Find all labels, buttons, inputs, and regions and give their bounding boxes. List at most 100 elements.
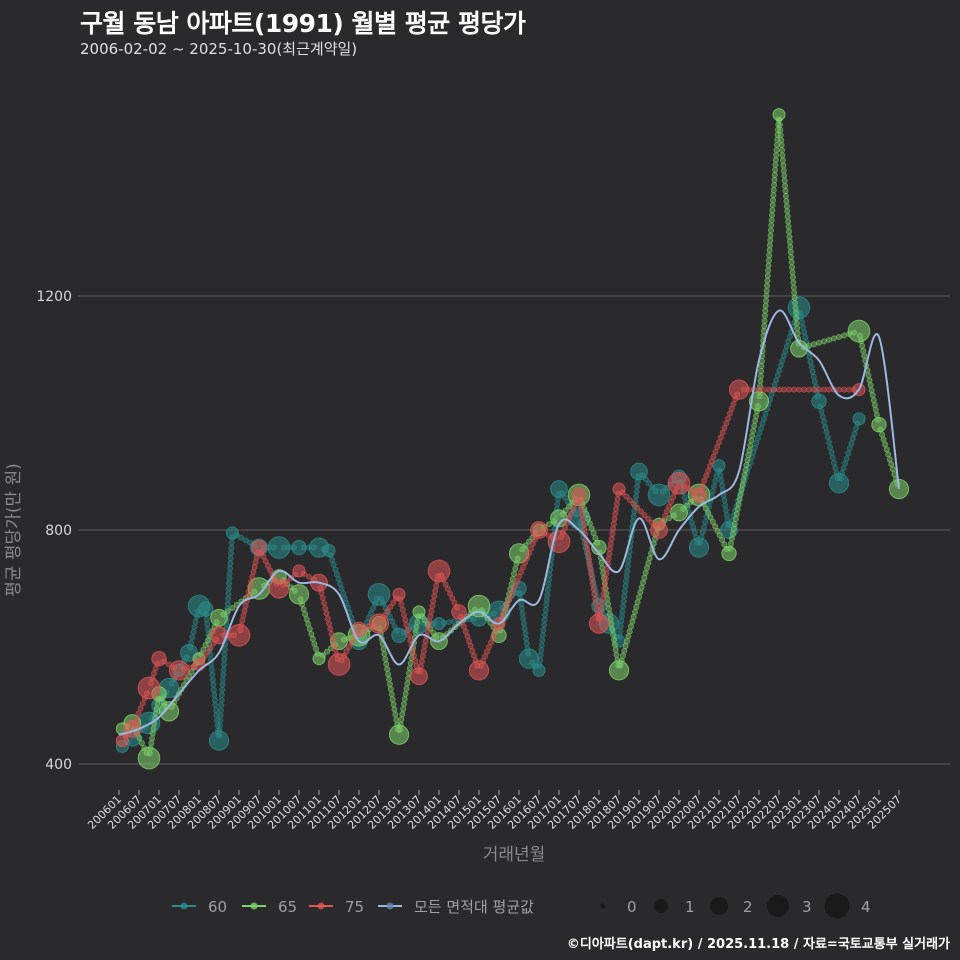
data-point[interactable] [292, 564, 306, 578]
data-point[interactable] [550, 509, 568, 528]
data-point[interactable] [612, 482, 626, 496]
data-point[interactable] [712, 459, 726, 473]
data-point[interactable] [391, 627, 407, 643]
data-point[interactable] [667, 471, 691, 495]
data-point[interactable] [410, 667, 428, 686]
connector-dot [750, 427, 757, 434]
data-point[interactable] [225, 526, 239, 540]
data-point[interactable] [197, 601, 214, 617]
connector-dot [790, 284, 797, 291]
data-point[interactable] [852, 412, 866, 426]
data-point[interactable] [158, 701, 180, 722]
data-point[interactable] [790, 339, 808, 358]
connector-dot [632, 608, 639, 615]
connector-dot [405, 675, 412, 682]
data-point[interactable] [288, 584, 310, 605]
connector-dot [702, 518, 709, 525]
connector-dot [846, 445, 853, 452]
connector-dot [624, 568, 631, 575]
legend-item-3[interactable]: 모든 면적대 평균값 [378, 898, 534, 916]
data-point[interactable] [192, 658, 206, 672]
data-point[interactable] [547, 530, 571, 554]
connector-dot [406, 665, 413, 672]
legend-item-2[interactable]: 75 [309, 898, 364, 916]
data-point[interactable] [828, 473, 850, 494]
data-point[interactable] [691, 487, 707, 503]
data-point[interactable] [787, 296, 811, 320]
data-point[interactable] [468, 660, 490, 681]
data-point[interactable] [532, 663, 546, 677]
connector-dot [623, 578, 630, 585]
data-point[interactable] [772, 108, 786, 122]
data-point[interactable] [871, 417, 887, 433]
data-point[interactable] [327, 653, 351, 676]
connector-dot [404, 627, 411, 634]
connector-dot [776, 121, 783, 128]
data-point[interactable] [608, 660, 630, 681]
data-point[interactable] [847, 319, 871, 343]
data-point[interactable] [388, 724, 410, 745]
data-point[interactable] [630, 462, 648, 481]
connector-dot [599, 595, 606, 602]
data-point[interactable] [137, 746, 161, 770]
connector-dot [320, 600, 327, 607]
data-point[interactable] [571, 487, 587, 503]
data-point[interactable] [291, 539, 307, 556]
connector-dot [305, 621, 312, 628]
connector-dot [718, 477, 725, 484]
data-point[interactable] [650, 521, 668, 539]
connector-dot [645, 515, 652, 522]
data-point[interactable] [670, 503, 688, 522]
connector-dot [753, 413, 760, 420]
connector-dot [790, 279, 797, 286]
connector-dot [872, 406, 879, 413]
data-point[interactable] [392, 587, 406, 601]
data-point[interactable] [137, 676, 161, 700]
data-point[interactable] [322, 543, 336, 557]
data-point[interactable] [427, 559, 451, 583]
connector-dot [327, 625, 334, 632]
data-point[interactable] [151, 651, 167, 667]
data-point[interactable] [550, 480, 568, 498]
data-point[interactable] [811, 393, 827, 409]
data-point[interactable] [267, 536, 291, 559]
legend-item-0[interactable]: 60 [172, 898, 227, 916]
data-point[interactable] [721, 545, 737, 562]
data-point[interactable] [312, 652, 326, 666]
data-point[interactable] [451, 604, 467, 620]
data-point[interactable] [210, 608, 228, 627]
data-point[interactable] [168, 660, 190, 681]
connector-dot [311, 640, 318, 647]
data-point[interactable] [588, 613, 610, 634]
connector-dot [541, 622, 548, 629]
connector-dot [465, 638, 472, 645]
connector-dot [462, 628, 469, 635]
data-point[interactable] [227, 624, 251, 647]
data-point[interactable] [368, 613, 390, 634]
data-point[interactable] [518, 648, 540, 669]
connector-dot [843, 455, 850, 462]
data-point[interactable] [728, 379, 750, 400]
data-point[interactable] [647, 483, 671, 507]
data-point[interactable] [412, 605, 426, 619]
data-point[interactable] [688, 537, 710, 558]
data-point[interactable] [367, 583, 391, 606]
connector-dot [824, 434, 831, 441]
data-point[interactable] [467, 594, 491, 618]
connector-dot [323, 610, 330, 617]
data-point[interactable] [508, 543, 530, 564]
connector-dot [210, 686, 217, 693]
data-point[interactable] [115, 734, 129, 748]
data-point[interactable] [530, 521, 548, 539]
connector-dot [348, 639, 355, 646]
data-point[interactable] [432, 617, 446, 631]
data-point[interactable] [748, 391, 770, 412]
connector-dot [620, 598, 627, 605]
data-point[interactable] [268, 578, 290, 599]
connector-dot [606, 550, 613, 557]
connector-dot [782, 187, 789, 194]
legend-item-1[interactable]: 65 [242, 898, 297, 916]
connector-dot [848, 440, 855, 447]
data-point[interactable] [251, 539, 267, 556]
data-point[interactable] [208, 730, 230, 751]
